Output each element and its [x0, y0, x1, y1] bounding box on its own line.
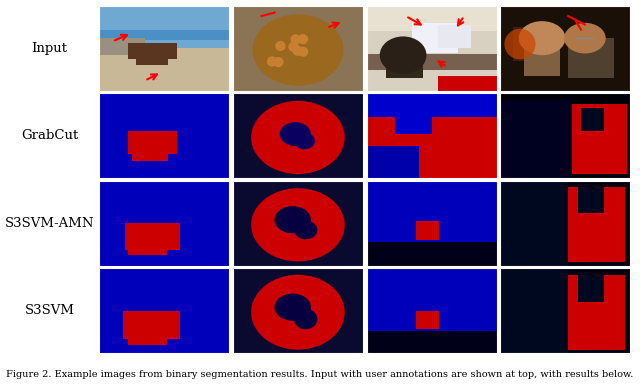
- Bar: [568, 187, 625, 262]
- Bar: [233, 6, 363, 91]
- Bar: [500, 6, 630, 91]
- Bar: [99, 180, 229, 266]
- Bar: [99, 93, 229, 178]
- Bar: [233, 180, 363, 266]
- Bar: [579, 187, 604, 213]
- Ellipse shape: [292, 46, 303, 56]
- Bar: [128, 327, 167, 345]
- Ellipse shape: [280, 122, 311, 146]
- Bar: [99, 6, 229, 91]
- Bar: [99, 93, 229, 178]
- Bar: [367, 180, 497, 266]
- Bar: [367, 242, 497, 266]
- Bar: [500, 180, 630, 266]
- Bar: [500, 6, 630, 91]
- Bar: [123, 310, 180, 340]
- Bar: [412, 23, 458, 53]
- Ellipse shape: [273, 57, 284, 67]
- Bar: [416, 222, 440, 240]
- Bar: [233, 6, 363, 91]
- Text: S3SVM: S3SVM: [24, 304, 75, 317]
- Bar: [367, 93, 497, 178]
- Bar: [500, 268, 630, 353]
- Bar: [500, 180, 568, 266]
- Bar: [99, 180, 229, 266]
- Ellipse shape: [267, 56, 277, 67]
- Ellipse shape: [298, 34, 308, 44]
- Bar: [367, 6, 497, 91]
- Bar: [125, 223, 180, 250]
- Bar: [99, 29, 229, 40]
- Bar: [99, 48, 229, 91]
- Bar: [367, 146, 419, 178]
- Bar: [367, 268, 497, 353]
- Ellipse shape: [291, 34, 301, 45]
- Ellipse shape: [298, 47, 308, 57]
- Bar: [99, 6, 229, 53]
- Bar: [136, 54, 168, 65]
- Bar: [367, 6, 497, 91]
- Bar: [233, 268, 363, 353]
- Bar: [128, 239, 167, 255]
- Bar: [572, 104, 627, 174]
- Bar: [500, 268, 630, 353]
- Bar: [500, 93, 630, 178]
- Ellipse shape: [275, 294, 311, 321]
- Bar: [367, 268, 497, 353]
- Ellipse shape: [518, 21, 566, 55]
- Ellipse shape: [380, 36, 426, 74]
- Text: Figure 2. Example images from binary segmentation results. Input with user annot: Figure 2. Example images from binary seg…: [6, 370, 634, 379]
- Bar: [367, 180, 497, 266]
- Ellipse shape: [275, 41, 285, 51]
- Ellipse shape: [288, 42, 299, 52]
- Ellipse shape: [294, 132, 315, 149]
- Ellipse shape: [564, 23, 605, 54]
- Bar: [500, 268, 568, 353]
- Bar: [233, 93, 363, 178]
- Bar: [132, 146, 168, 161]
- Bar: [99, 38, 145, 55]
- Bar: [99, 268, 229, 353]
- Ellipse shape: [251, 275, 345, 350]
- Bar: [233, 93, 363, 178]
- Bar: [568, 38, 614, 78]
- Bar: [99, 268, 229, 353]
- Ellipse shape: [504, 29, 536, 59]
- Bar: [367, 93, 497, 178]
- Bar: [128, 131, 177, 154]
- Ellipse shape: [251, 188, 345, 262]
- Bar: [581, 108, 604, 132]
- Text: Input: Input: [31, 42, 68, 55]
- Bar: [367, 6, 497, 31]
- Bar: [416, 310, 440, 329]
- Bar: [367, 331, 497, 353]
- Bar: [500, 180, 630, 266]
- Ellipse shape: [252, 14, 344, 86]
- Bar: [396, 115, 431, 134]
- Ellipse shape: [294, 221, 317, 239]
- Text: GrabCut: GrabCut: [21, 129, 78, 142]
- Ellipse shape: [275, 206, 311, 233]
- Bar: [500, 93, 630, 178]
- Bar: [524, 38, 560, 76]
- Bar: [233, 268, 363, 353]
- Bar: [438, 76, 497, 91]
- Bar: [367, 54, 497, 69]
- Bar: [579, 275, 604, 302]
- Bar: [500, 100, 572, 178]
- Bar: [513, 27, 546, 61]
- Bar: [438, 24, 470, 48]
- Bar: [367, 93, 497, 117]
- Bar: [128, 43, 177, 59]
- Text: S3SVM-AMN: S3SVM-AMN: [5, 217, 94, 230]
- Bar: [233, 180, 363, 266]
- Ellipse shape: [294, 309, 317, 329]
- Bar: [568, 275, 625, 350]
- Bar: [386, 53, 422, 78]
- Ellipse shape: [251, 101, 345, 174]
